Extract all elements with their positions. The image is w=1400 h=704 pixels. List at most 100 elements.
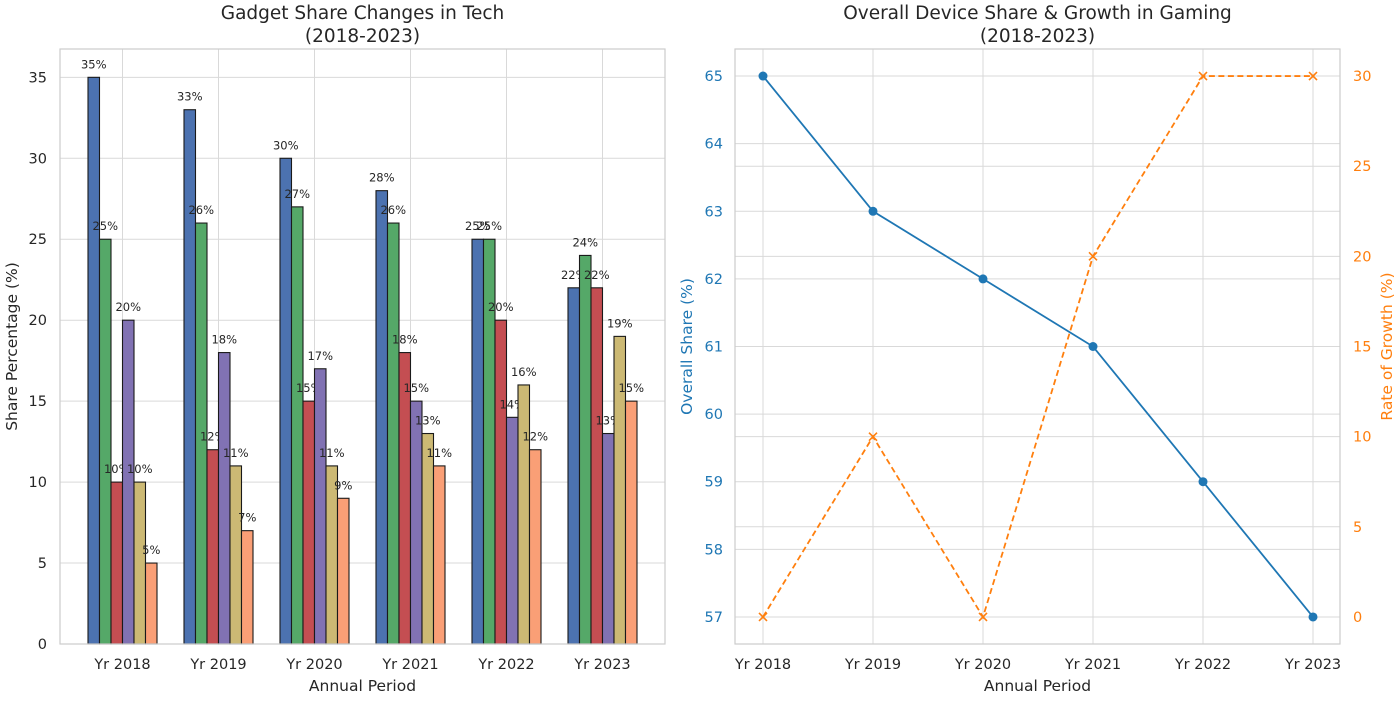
overall-share-point (1198, 477, 1208, 487)
bar-value-label: 18% (211, 333, 237, 347)
line-xtick-label: Yr 2020 (954, 657, 1011, 673)
growth-rate-point (1088, 251, 1098, 261)
line-left-ytick-label: 63 (705, 204, 723, 220)
growth-rate-line (762, 75, 1313, 620)
bar (375, 190, 389, 645)
bar (133, 481, 147, 645)
growth-rate-point (978, 612, 988, 622)
bar-plot-frame (59, 48, 666, 645)
line-left-ytick-label: 62 (705, 272, 723, 288)
bar (183, 109, 197, 645)
bar-value-label: 25% (92, 219, 118, 233)
bar (302, 400, 316, 645)
bar-ytick-label: 35 (29, 70, 47, 86)
bar-ytick-label: 20 (29, 313, 47, 329)
bar-value-label: 33% (177, 90, 203, 104)
bar-value-label: 25% (465, 219, 491, 233)
bar (206, 449, 220, 645)
bar (517, 384, 531, 645)
line-left-ytick-label: 59 (705, 475, 723, 491)
bar (144, 562, 158, 645)
bar (229, 465, 243, 645)
bar (290, 206, 304, 645)
bar-value-label: 22% (584, 268, 610, 282)
bar (505, 416, 519, 645)
bar-ytick-label: 15 (29, 394, 47, 410)
bar-ytick-label: 10 (29, 475, 47, 491)
bar-value-label: 26% (188, 203, 214, 217)
bar (421, 432, 435, 645)
bar-value-label: 10% (127, 462, 153, 476)
bar-value-label: 15% (403, 381, 429, 395)
overall-share-point (1308, 612, 1318, 622)
bar-xtick-label: Yr 2023 (573, 657, 630, 673)
bar-value-label: 16% (511, 365, 537, 379)
bar-xtick-label: Yr 2018 (93, 657, 150, 673)
bar-value-label: 11% (223, 446, 249, 460)
line-xtick-label: Yr 2023 (1284, 657, 1341, 673)
bar (398, 352, 412, 645)
overall-share-point (1088, 342, 1098, 351)
bar-value-label: 13% (415, 414, 441, 428)
bar (98, 238, 112, 645)
line-xtick-label: Yr 2018 (734, 657, 791, 673)
line-right-ytick-label: 30 (1353, 69, 1371, 85)
bar-value-label: 12% (522, 430, 548, 444)
bar-chart-title: (2018-2023) (305, 26, 420, 47)
bar-value-label: 7% (238, 511, 256, 525)
line-left-ytick-label: 57 (705, 610, 723, 626)
bar (110, 481, 124, 645)
line-right-ytick-label: 10 (1353, 430, 1371, 446)
bar-value-label: 15% (618, 381, 644, 395)
bar (336, 497, 350, 645)
bar-value-label: 5% (142, 543, 160, 557)
line-left-ytick-label: 65 (705, 69, 723, 85)
bar-value-label: 28% (369, 171, 395, 185)
growth-rate-point (1198, 71, 1208, 81)
bar (386, 222, 400, 645)
bar-x-axis-label: Annual Period (309, 677, 416, 695)
line-x-axis-label: Annual Period (984, 677, 1091, 695)
bar-value-label: 25% (476, 219, 502, 233)
bar-value-label: 18% (392, 333, 418, 347)
bar (279, 157, 293, 645)
line-right-ytick-label: 15 (1353, 340, 1371, 356)
bar-ytick-label: 0 (38, 637, 47, 653)
line-xtick-label: Yr 2022 (1174, 657, 1231, 673)
bar-xtick-label: Yr 2022 (477, 657, 534, 673)
line-left-ytick-label: 58 (705, 542, 723, 558)
bar-value-label: 27% (284, 187, 310, 201)
bar-value-label: 17% (307, 349, 333, 363)
bar-xtick-label: Yr 2019 (189, 657, 246, 673)
bar (590, 287, 604, 645)
bar-value-label: 20% (115, 300, 141, 314)
line-right-ytick-label: 25 (1353, 159, 1371, 175)
bar (601, 432, 615, 645)
bar-xtick-label: Yr 2021 (381, 657, 438, 673)
line-chart-title: Overall Device Share & Growth in Gaming (843, 3, 1232, 24)
bar (409, 400, 423, 645)
bar (624, 400, 638, 645)
bar (325, 465, 339, 645)
bar (578, 254, 592, 645)
line-right-ytick-label: 5 (1353, 520, 1362, 536)
bar-value-label: 26% (380, 203, 406, 217)
bar (121, 319, 135, 645)
bar (240, 530, 254, 645)
line-right-ytick-label: 0 (1353, 610, 1362, 626)
bar-ytick-label: 25 (29, 232, 47, 248)
line-xtick-label: Yr 2021 (1064, 657, 1121, 673)
bar-value-label: 35% (81, 57, 107, 71)
line-right-ytick-label: 20 (1353, 249, 1371, 265)
bar-value-label: 11% (426, 446, 452, 460)
overall-share-point (758, 71, 768, 81)
line-left-axis-label: Overall Share (%) (678, 278, 696, 415)
bar-value-label: 19% (607, 316, 633, 330)
bar-ytick-label: 30 (29, 151, 47, 167)
bar-value-label: 9% (334, 478, 352, 492)
line-chart-title: (2018-2023) (980, 26, 1095, 47)
bar (217, 352, 231, 645)
line-plot-frame (734, 48, 1341, 645)
